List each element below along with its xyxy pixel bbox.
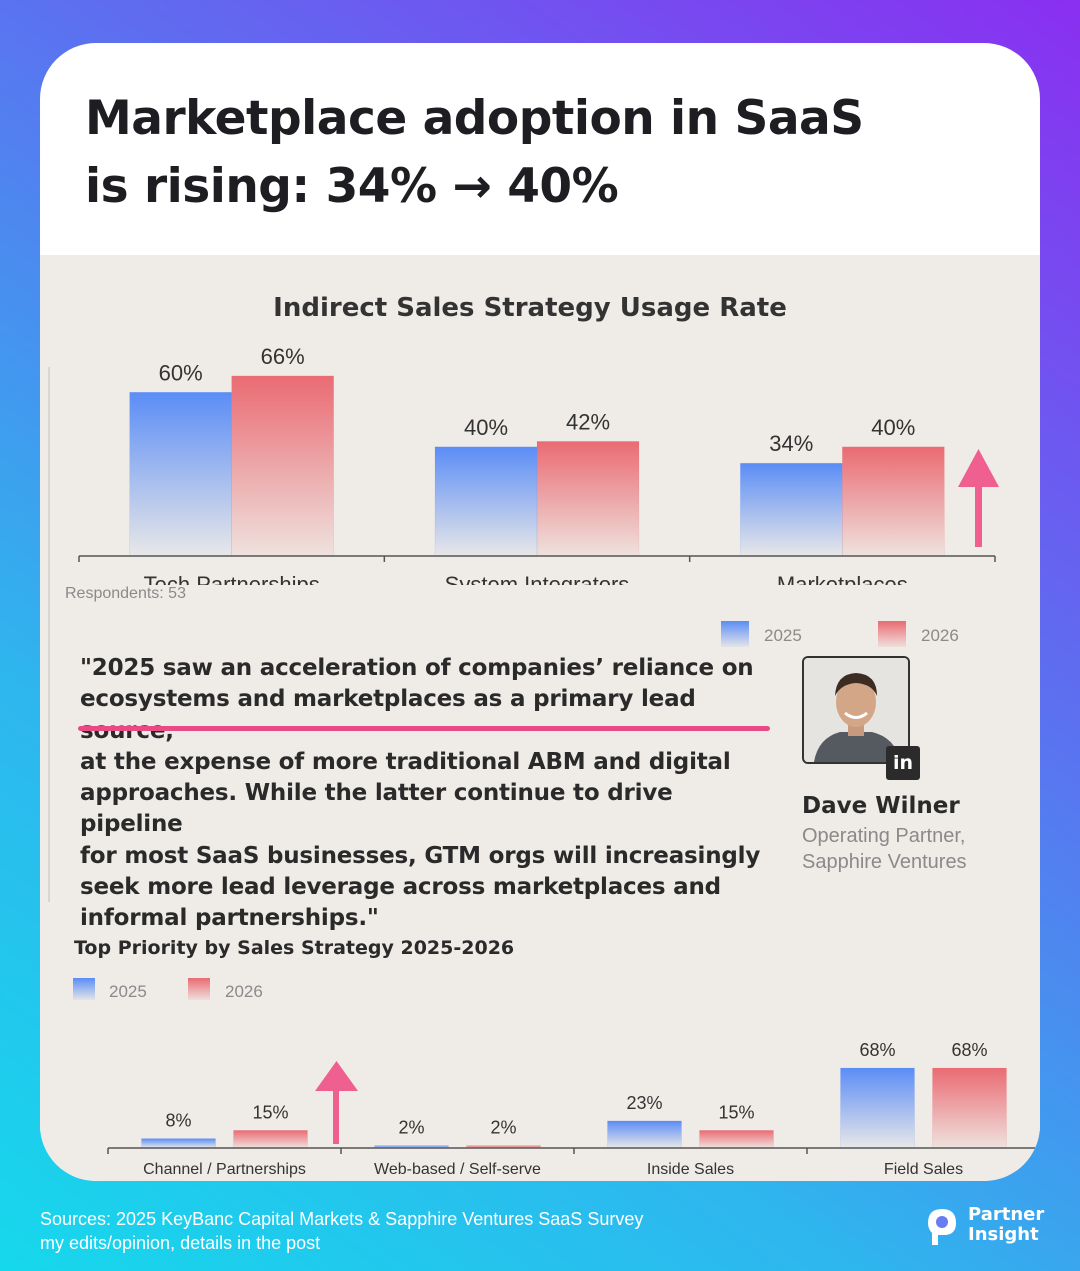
legend2-label-2026: 2026 xyxy=(225,982,263,1001)
bar-field-sales-2025 xyxy=(840,1067,915,1149)
value-label-field-sales-2025: 68% xyxy=(859,1040,895,1060)
person-role-line-2: Sapphire Ventures xyxy=(802,851,967,873)
quote-line-4: approaches. While the latter continue to… xyxy=(80,780,673,838)
quote-line-2: ecosystems and marketplaces as a primary… xyxy=(80,686,696,743)
bar-channel-partnerships-2026 xyxy=(233,1130,308,1149)
person-name: Dave Wilner xyxy=(802,793,960,819)
bar-inside-sales-2026 xyxy=(699,1130,774,1149)
bar-field-sales-2026 xyxy=(932,1067,1007,1149)
linkedin-icon[interactable]: in xyxy=(886,746,920,780)
legend-label-2026: 2026 xyxy=(921,626,959,645)
partner-insight-logo xyxy=(928,1209,956,1245)
quote-line-3: at the expense of more traditional ABM a… xyxy=(80,748,731,775)
value-label-marketplaces-2026: 40% xyxy=(871,415,915,440)
content-panel: Indirect Sales Strategy Usage Rate 60% 66… xyxy=(40,255,1040,1181)
value-label-system-integrators-2025: 40% xyxy=(464,415,508,440)
quote-highlight-underline xyxy=(78,726,770,731)
legend2-swatch-2025 xyxy=(73,978,95,1000)
up-arrow-icon-2 xyxy=(315,1061,358,1144)
quote-line-7: informal partnerships." xyxy=(80,905,379,932)
quote-line-5: for most SaaS businesses, GTM orgs will … xyxy=(80,842,761,869)
bar-tech-partnerships-2025 xyxy=(129,392,232,557)
chart-2-title: Top Priority by Sales Strategy 2025-2026 xyxy=(74,937,515,959)
chart-2: 8% 15% 2% 2% 23% 15% 68% 68% Channel / Partners… xyxy=(107,1040,1040,1178)
brand-name-line-2: Insight xyxy=(968,1224,1039,1245)
quote-line-6: seek more lead leverage across marketpla… xyxy=(80,874,721,901)
chart-1: 60% 66% 40% 42% 34% 40% Tech Partnerships Syst… xyxy=(78,344,999,585)
chart-1-title: Indirect Sales Strategy Usage Rate xyxy=(273,293,787,323)
category-label-channel-partnerships: Channel / Partnerships xyxy=(143,1161,306,1178)
value-label-inside-sales-2025: 23% xyxy=(626,1093,662,1113)
left-rule xyxy=(48,367,50,902)
main-card: Marketplace adoption in SaaS is rising: … xyxy=(40,43,1040,1181)
legend2-label-2025: 2025 xyxy=(109,982,147,1001)
bar-marketplaces-2026 xyxy=(842,446,945,557)
value-label-field-sales-2026: 68% xyxy=(951,1040,987,1060)
value-label-channel-partnerships-2025: 8% xyxy=(165,1111,191,1131)
category-label-tech-partnerships: Tech Partnerships xyxy=(144,572,320,585)
value-label-inside-sales-2026: 15% xyxy=(718,1102,754,1122)
legend2-swatch-2026 xyxy=(188,978,210,1000)
source-line-2: my edits/opinion, details in the post xyxy=(40,1233,321,1253)
quote: "2025 saw an acceleration of companies’ … xyxy=(80,653,780,935)
legend-swatch-2025 xyxy=(721,621,749,647)
source-line-1: Sources: 2025 KeyBanc Capital Markets & … xyxy=(40,1209,644,1229)
value-label-marketplaces-2025: 34% xyxy=(769,431,813,456)
value-label-channel-partnerships-2026: 15% xyxy=(252,1102,288,1122)
category-label-marketplaces: Marketplaces xyxy=(777,572,908,585)
bar-system-integrators-2025 xyxy=(434,446,538,557)
legend-label-2025: 2025 xyxy=(764,626,802,645)
bar-system-integrators-2026 xyxy=(536,441,640,557)
person-role: Operating Partner, Sapphire Ventures xyxy=(802,823,967,875)
person-photo xyxy=(804,658,908,762)
respondents-note: Respondents: 53 xyxy=(65,585,186,602)
brand-name-line-1: Partner xyxy=(968,1204,1045,1225)
bar-inside-sales-2025 xyxy=(607,1120,682,1149)
up-arrow-icon xyxy=(958,449,999,547)
bar-marketplaces-2025 xyxy=(740,462,843,557)
headline-line-1: Marketplace adoption in SaaS xyxy=(85,91,864,146)
value-label-system-integrators-2026: 42% xyxy=(566,409,610,434)
category-label-inside-sales: Inside Sales xyxy=(647,1161,734,1178)
avatar xyxy=(802,656,910,764)
source-note: Sources: 2025 KeyBanc Capital Markets & … xyxy=(40,1207,643,1255)
bar-channel-partnerships-2025 xyxy=(141,1138,216,1149)
headline-line-2: is rising: 34% → 40% xyxy=(85,159,619,214)
category-label-web-based-self-serve: Web-based / Self-serve xyxy=(374,1161,541,1178)
quote-line-1: "2025 saw an acceleration of companies’ … xyxy=(80,655,754,681)
brand-name: Partner Insight xyxy=(968,1205,1044,1245)
person-role-line-1: Operating Partner, xyxy=(802,825,966,847)
value-label-web-based-self-serve-2026: 2% xyxy=(490,1118,516,1138)
value-label-web-based-self-serve-2025: 2% xyxy=(398,1118,424,1138)
headline: Marketplace adoption in SaaS is rising: … xyxy=(85,85,985,221)
legend-swatch-2026 xyxy=(878,621,906,647)
bar-tech-partnerships-2026 xyxy=(231,375,334,557)
value-label-tech-partnerships-2025: 60% xyxy=(159,360,203,385)
category-label-field-sales: Field Sales xyxy=(884,1161,963,1178)
category-label-system-integrators: System Integrators xyxy=(445,572,630,585)
value-label-tech-partnerships-2026: 66% xyxy=(261,344,305,369)
